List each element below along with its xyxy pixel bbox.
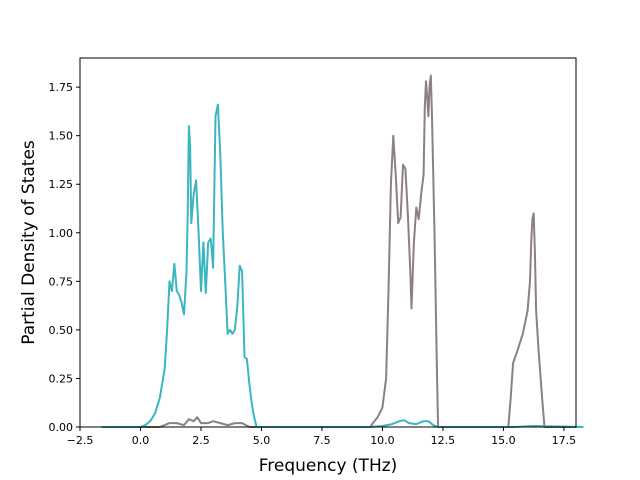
y-axis: 0.00 0.25 0.50 0.75 1.00 1.25 1.50 1.75 (49, 81, 80, 434)
y-tick-label: 0.75 (49, 275, 74, 288)
series-line-1 (101, 74, 584, 428)
y-tick-label: 1.25 (49, 178, 74, 191)
y-tick-label: 1.50 (49, 130, 74, 143)
x-tick-label: 5.0 (253, 434, 271, 447)
y-tick-label: 0.25 (49, 372, 74, 385)
y-tick-label: 1.00 (49, 227, 74, 240)
x-tick-label: 7.5 (313, 434, 331, 447)
x-tick-label: 15.0 (491, 434, 516, 447)
x-axis-label: Frequency (THz) (259, 456, 398, 476)
axes-frame (79, 57, 577, 428)
x-axis: −2.5 0.0 2.5 5.0 7.5 10.0 12.5 15.0 17.5 (67, 427, 577, 447)
y-tick-label: 0.00 (49, 421, 74, 434)
x-tick-label: 12.5 (431, 434, 456, 447)
plot-area (101, 74, 584, 428)
x-tick-label: 0.0 (132, 434, 150, 447)
y-axis-label: Partial Density of States (19, 140, 39, 345)
x-tick-label: −2.5 (67, 434, 94, 447)
x-tick-label: 10.0 (370, 434, 395, 447)
series-line-2 (101, 103, 584, 428)
y-tick-label: 0.50 (49, 324, 74, 337)
x-tick-label: 2.5 (192, 434, 210, 447)
y-tick-label: 1.75 (49, 81, 74, 94)
x-tick-label: 17.5 (552, 434, 577, 447)
